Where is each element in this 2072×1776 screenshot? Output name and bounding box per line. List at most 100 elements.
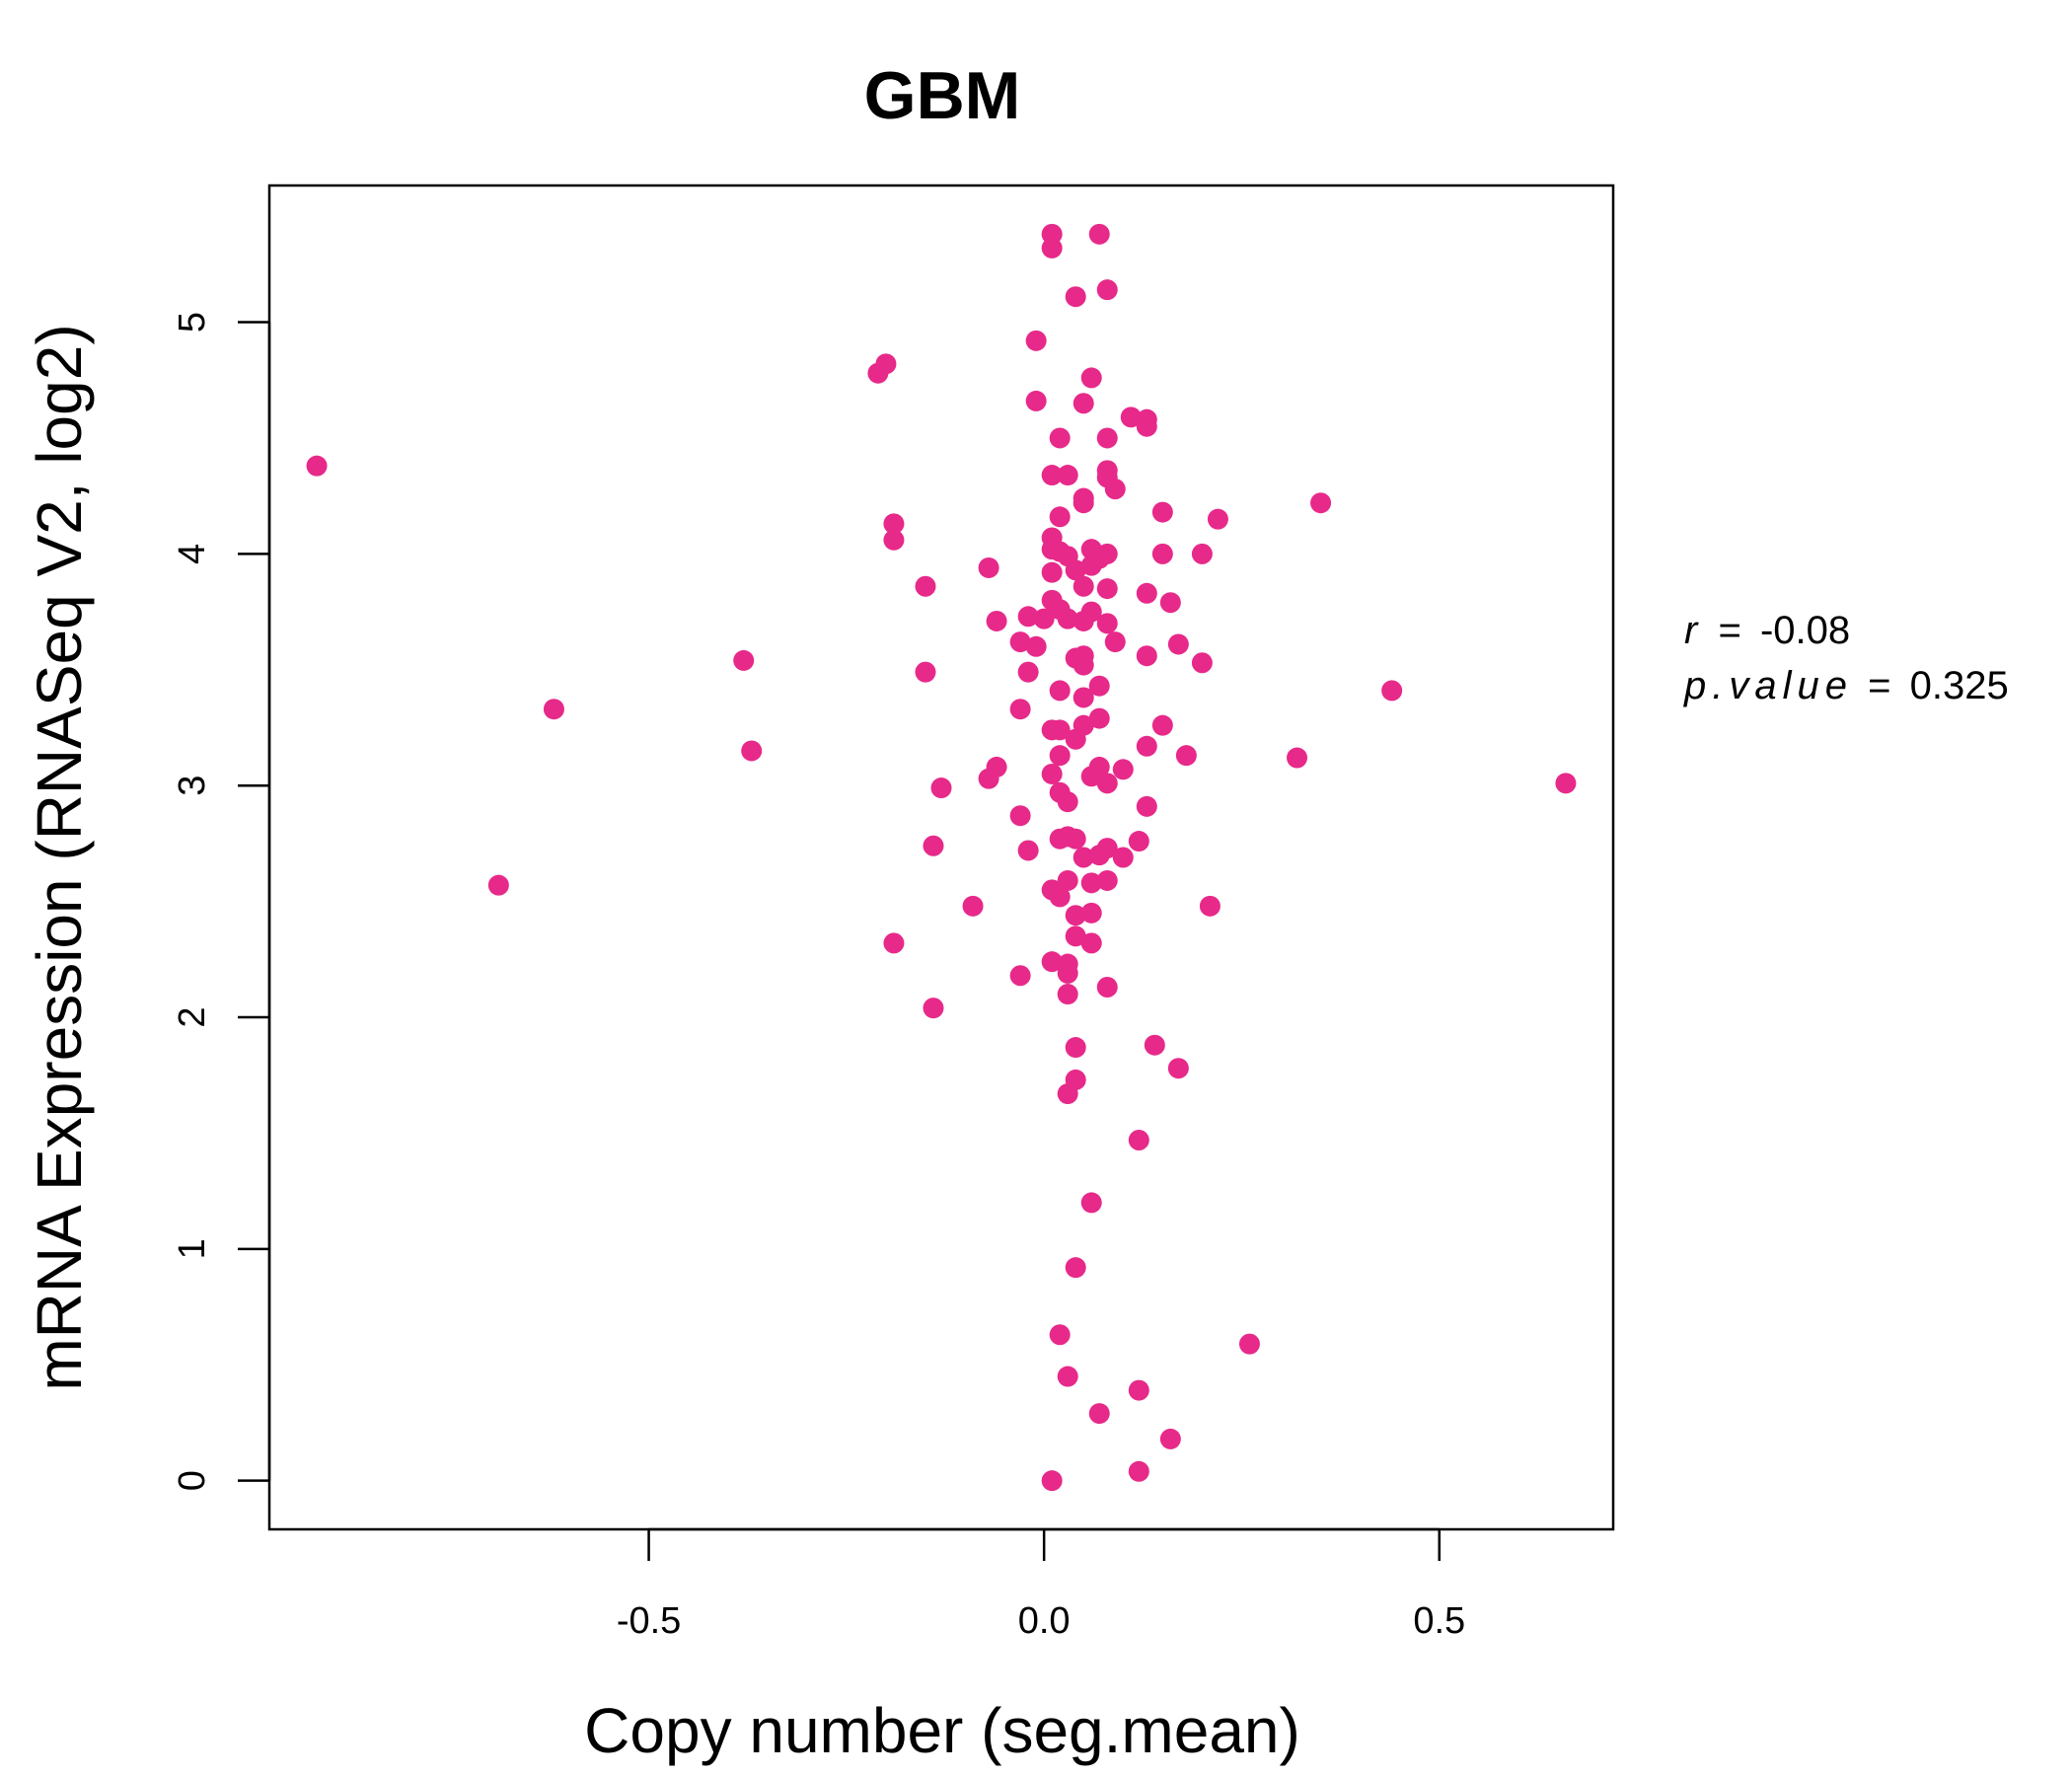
data-point (1025, 390, 1047, 411)
r-label: r (1684, 609, 1699, 652)
data-point (1057, 984, 1078, 1005)
data-point (930, 777, 952, 799)
data-point (923, 835, 944, 856)
svg-text:r = -0.08: r = -0.08 (1684, 609, 1850, 652)
data-point (1144, 1034, 1165, 1056)
data-point (1009, 965, 1031, 987)
data-point (1057, 608, 1078, 629)
data-point (1096, 977, 1118, 999)
data-point (1057, 1366, 1078, 1387)
data-point (543, 699, 564, 720)
data-point (1287, 747, 1308, 769)
data-point (1065, 559, 1086, 581)
data-point (487, 874, 509, 896)
data-point (1025, 330, 1047, 351)
data-point (1009, 699, 1031, 720)
data-point (1096, 869, 1118, 891)
data-point (1191, 652, 1213, 674)
p-value-label: p.value (1683, 664, 1853, 707)
data-point (1381, 680, 1403, 702)
data-point (1080, 1192, 1102, 1214)
data-point (1136, 795, 1157, 817)
data-point (1041, 237, 1063, 259)
data-point (1033, 608, 1055, 629)
data-point (1136, 582, 1157, 604)
data-point (1151, 501, 1173, 523)
data-point (1049, 745, 1071, 767)
data-point (883, 513, 905, 535)
data-point (1088, 223, 1110, 245)
data-point (1088, 707, 1110, 729)
x-tick-label: 0.0 (1018, 1600, 1071, 1642)
data-point (1088, 756, 1110, 777)
data-point (1096, 543, 1118, 564)
data-point (741, 740, 763, 762)
y-tick-label: 3 (172, 776, 213, 796)
data-point (1088, 675, 1110, 697)
data-point (1041, 465, 1063, 486)
p-equals: = (1868, 664, 1890, 707)
data-point (1080, 601, 1102, 623)
data-point (1073, 714, 1094, 736)
r-value: -0.08 (1760, 609, 1850, 652)
data-point (1080, 902, 1102, 924)
chart-title: GBM (864, 58, 1021, 133)
y-tick-label: 1 (172, 1238, 213, 1259)
data-point (1199, 895, 1221, 917)
data-point (306, 455, 328, 477)
data-point (1049, 1324, 1071, 1346)
data-point (986, 610, 1007, 631)
data-point (1096, 279, 1118, 301)
data-point (1065, 1257, 1086, 1279)
data-point (1017, 606, 1039, 628)
data-point (1009, 631, 1031, 653)
data-point (915, 575, 936, 597)
data-point (1104, 631, 1126, 653)
data-point (1041, 561, 1063, 583)
data-point (1057, 791, 1078, 813)
data-point (1073, 687, 1094, 708)
y-axis: 0 1 2 3 4 5 (172, 312, 271, 1491)
data-points (306, 223, 1577, 1492)
data-point (1065, 925, 1086, 947)
data-point (875, 353, 897, 375)
data-point (883, 932, 905, 954)
data-point (1065, 905, 1086, 926)
data-point (978, 768, 999, 789)
x-tick-label: -0.5 (617, 1600, 681, 1642)
data-point (1065, 1037, 1086, 1059)
data-point (1104, 479, 1126, 500)
data-point (1057, 465, 1078, 486)
data-point (1080, 932, 1102, 954)
data-point (1025, 635, 1047, 657)
data-point (1049, 427, 1071, 449)
y-tick-label: 2 (172, 1006, 213, 1027)
data-point (1065, 286, 1086, 308)
data-point (923, 998, 944, 1019)
data-point (1159, 1428, 1181, 1449)
data-point (1041, 763, 1063, 784)
y-axis-label: mRNA Expression (RNASeq V2, log2) (24, 324, 95, 1390)
data-point (1073, 487, 1094, 509)
y-tick-label: 4 (172, 544, 213, 564)
data-point (1096, 613, 1118, 634)
data-point (1057, 1083, 1078, 1105)
data-point (1096, 578, 1118, 600)
data-point (1088, 1403, 1110, 1425)
data-point (1065, 828, 1086, 850)
data-point (1049, 506, 1071, 528)
data-point (1167, 1058, 1189, 1079)
x-axis: -0.5 0.0 0.5 (617, 1527, 1465, 1642)
data-point (1310, 492, 1332, 514)
data-point (1073, 575, 1094, 597)
x-tick-label: 0.5 (1413, 1600, 1465, 1642)
y-tick-label: 0 (172, 1470, 213, 1491)
data-point (1096, 773, 1118, 794)
p-value: 0.325 (1910, 664, 2009, 707)
r-equals: = (1718, 609, 1740, 652)
data-point (915, 661, 936, 683)
x-axis-label: Copy number (seg.mean) (584, 1695, 1300, 1766)
data-point (1073, 393, 1094, 414)
data-point (883, 529, 905, 551)
